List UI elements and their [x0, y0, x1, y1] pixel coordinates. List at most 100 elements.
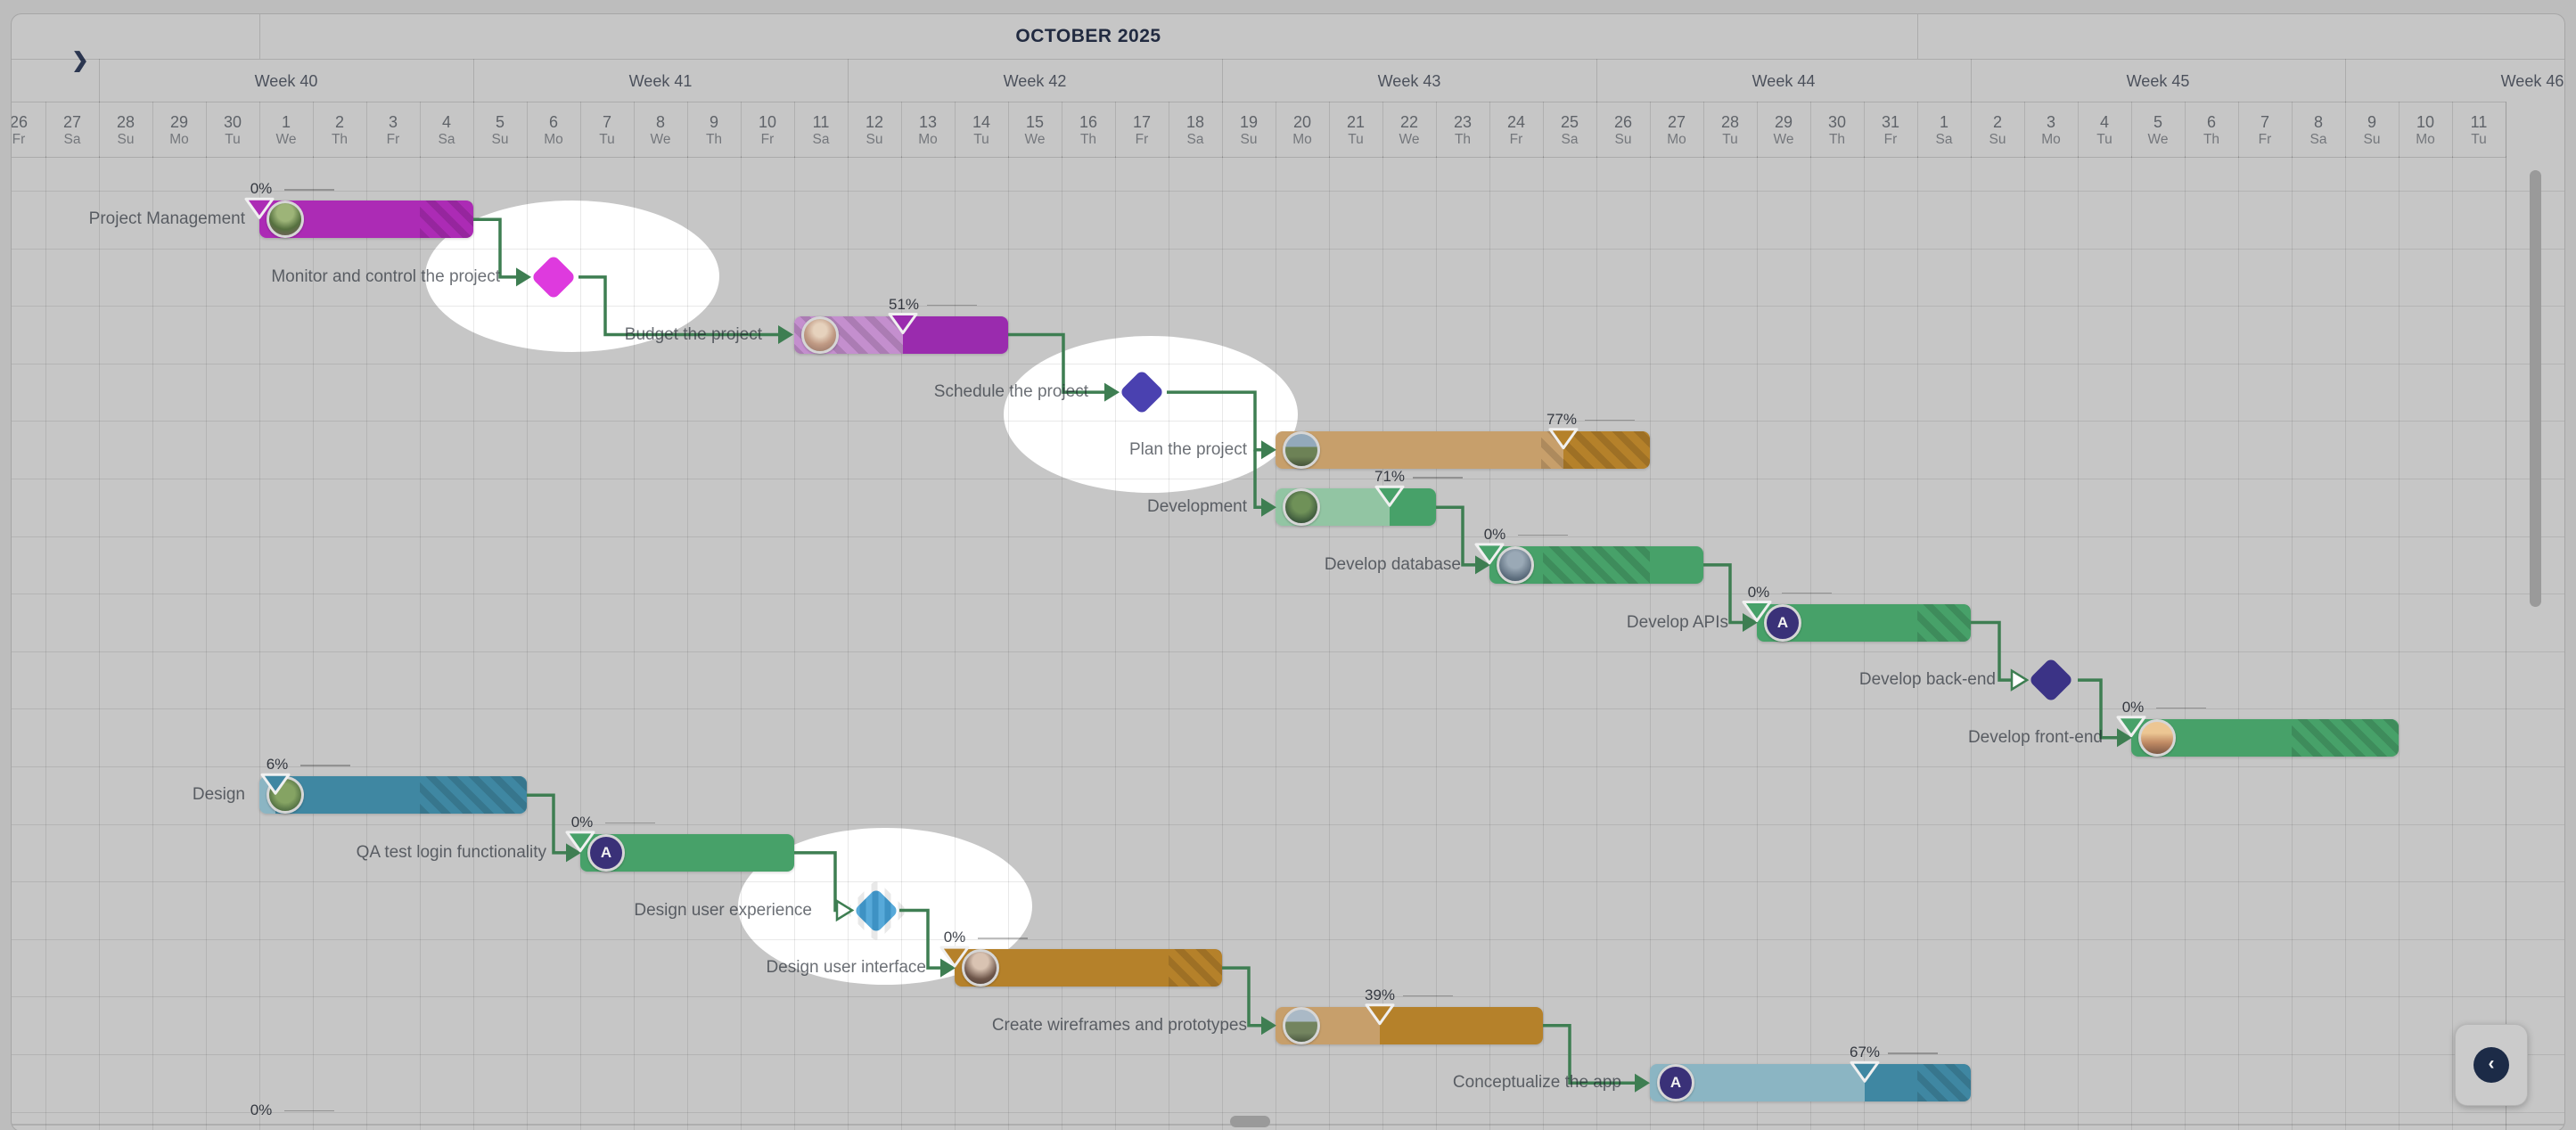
connector-arrowhead-icon [1261, 497, 1276, 517]
grid-vline [2238, 156, 2239, 1130]
day-number: 14 [972, 112, 991, 131]
connector-arrowhead-icon [2117, 728, 2132, 748]
grid-vline [2399, 156, 2400, 1130]
task-name-label: QA test login functionality [356, 842, 546, 862]
assignee-avatar[interactable] [1497, 545, 1534, 584]
gantt-bar[interactable] [1650, 1064, 1971, 1102]
progress-percent-label: 6% [266, 756, 289, 774]
assignee-avatar[interactable] [801, 315, 839, 354]
day-number: 25 [1560, 112, 1579, 131]
connector-arrowhead-icon [1743, 613, 1758, 632]
task-name-label: Create wireframes and prototypes [991, 1015, 1247, 1035]
progress-percent-tickline [2156, 707, 2206, 709]
grid-vline [45, 156, 46, 1130]
progress-percent-tickline [927, 304, 977, 306]
day-of-week: Tu [225, 131, 241, 147]
week-header-cell: Week 44 [1596, 59, 1972, 102]
gantt-bar[interactable] [1276, 430, 1650, 469]
assignee-avatar[interactable] [2138, 718, 2176, 757]
grid-hline [12, 651, 2564, 652]
grid-vline [1329, 156, 1330, 1130]
assignee-avatar[interactable]: A [1657, 1064, 1694, 1102]
grid-vline [2024, 156, 2025, 1130]
connector-arrowhead-icon [566, 843, 581, 863]
bar-segment-nonworking [1543, 545, 1650, 584]
week-label: Week 44 [1752, 71, 1816, 90]
progress-percent-label: 0% [250, 180, 273, 198]
grid-vline [1864, 156, 1865, 1130]
assignee-avatar[interactable] [1283, 430, 1320, 469]
day-of-week: Fr [760, 131, 775, 147]
connector-arrowhead-icon [1475, 555, 1490, 575]
assignee-avatar[interactable] [1283, 1006, 1320, 1044]
week-header-cell: Week 43 [1222, 59, 1597, 102]
day-header-cell: 3 Mo [2024, 102, 2079, 158]
collapse-panel-button[interactable]: ‹ [2473, 1047, 2509, 1083]
grid-vline [1703, 156, 1704, 1130]
day-header-cell: 22 We [1382, 102, 1437, 158]
assignee-avatar[interactable] [962, 949, 999, 987]
day-number: 12 [865, 112, 884, 131]
week-header-cell: Week 40 [99, 59, 474, 102]
grid-vline [955, 156, 956, 1130]
day-of-week: Mo [544, 131, 563, 147]
day-header-cell: 6 Mo [527, 102, 581, 158]
day-number: 6 [548, 112, 558, 131]
month-section [12, 14, 260, 59]
day-number: 13 [918, 112, 938, 131]
day-of-week: We [275, 131, 297, 147]
progress-percent-label: 0% [2121, 698, 2145, 716]
day-number: 29 [169, 112, 189, 131]
day-number: 3 [2046, 112, 2055, 131]
task-name-label: Develop back-end [1858, 670, 1996, 690]
progress-percent-tickline [1403, 995, 1453, 997]
assignee-avatar[interactable] [1283, 488, 1320, 527]
day-header-cell: 24 Fr [1489, 102, 1544, 158]
day-header-cell: 30 Th [1810, 102, 1865, 158]
horizontal-scrollbar-thumb[interactable] [1230, 1116, 1270, 1127]
grid-vline [1596, 156, 1597, 1130]
assignee-avatar[interactable] [267, 776, 304, 815]
connectors-layer [244, 197, 2146, 1093]
day-header-cell: 27 Sa [45, 102, 100, 158]
day-of-week: Tu [1348, 131, 1364, 147]
day-header-cell: 16 Th [1062, 102, 1116, 158]
day-header-cell: 8 Sa [2292, 102, 2346, 158]
grid-vline [1757, 156, 1758, 1130]
grid-vline [2292, 156, 2293, 1130]
day-of-week: Th [1454, 131, 1472, 147]
task-name-label: Budget the project [624, 324, 762, 344]
progress-percent-tickline [605, 822, 655, 824]
milestone-diamond[interactable] [2028, 657, 2074, 703]
grid-hline [12, 421, 2564, 422]
connector-arrowhead-icon [1635, 1073, 1650, 1093]
day-of-week: Sa [63, 131, 81, 147]
progress-percent-tickline [1782, 592, 1832, 594]
day-of-week: Sa [1186, 131, 1204, 147]
day-of-week: Mo [1292, 131, 1312, 147]
bar-segment-nonworking [420, 201, 473, 239]
nav-forward-chevron-icon[interactable]: ❯ [71, 48, 89, 71]
day-number: 30 [223, 112, 242, 131]
day-header-cell: 11 Tu [2452, 102, 2506, 158]
day-of-week: Fr [1509, 131, 1523, 147]
assignee-avatar[interactable]: A [1764, 603, 1801, 642]
grid-vline [1810, 156, 1811, 1130]
progress-percent-label: 0% [570, 813, 594, 831]
day-header-cell: 5 We [2131, 102, 2186, 158]
day-of-week: We [1399, 131, 1420, 147]
day-number: 5 [2153, 112, 2162, 131]
vertical-scrollbar-thumb[interactable] [2530, 170, 2541, 607]
grid-vline [1917, 156, 1918, 1130]
day-number: 4 [441, 112, 451, 131]
day-number: 3 [388, 112, 398, 131]
day-number: 15 [1025, 112, 1045, 131]
bar-segment [903, 315, 1008, 354]
assignee-avatar[interactable]: A [587, 833, 625, 872]
assignee-avatar[interactable] [267, 201, 304, 239]
day-header-cell: 17 Fr [1115, 102, 1169, 158]
grid-hline [12, 306, 2564, 307]
day-header-cell: 4 Tu [2078, 102, 2132, 158]
connector-arrowhead-icon [1261, 1016, 1276, 1036]
day-header-cell: 12 Su [848, 102, 902, 158]
